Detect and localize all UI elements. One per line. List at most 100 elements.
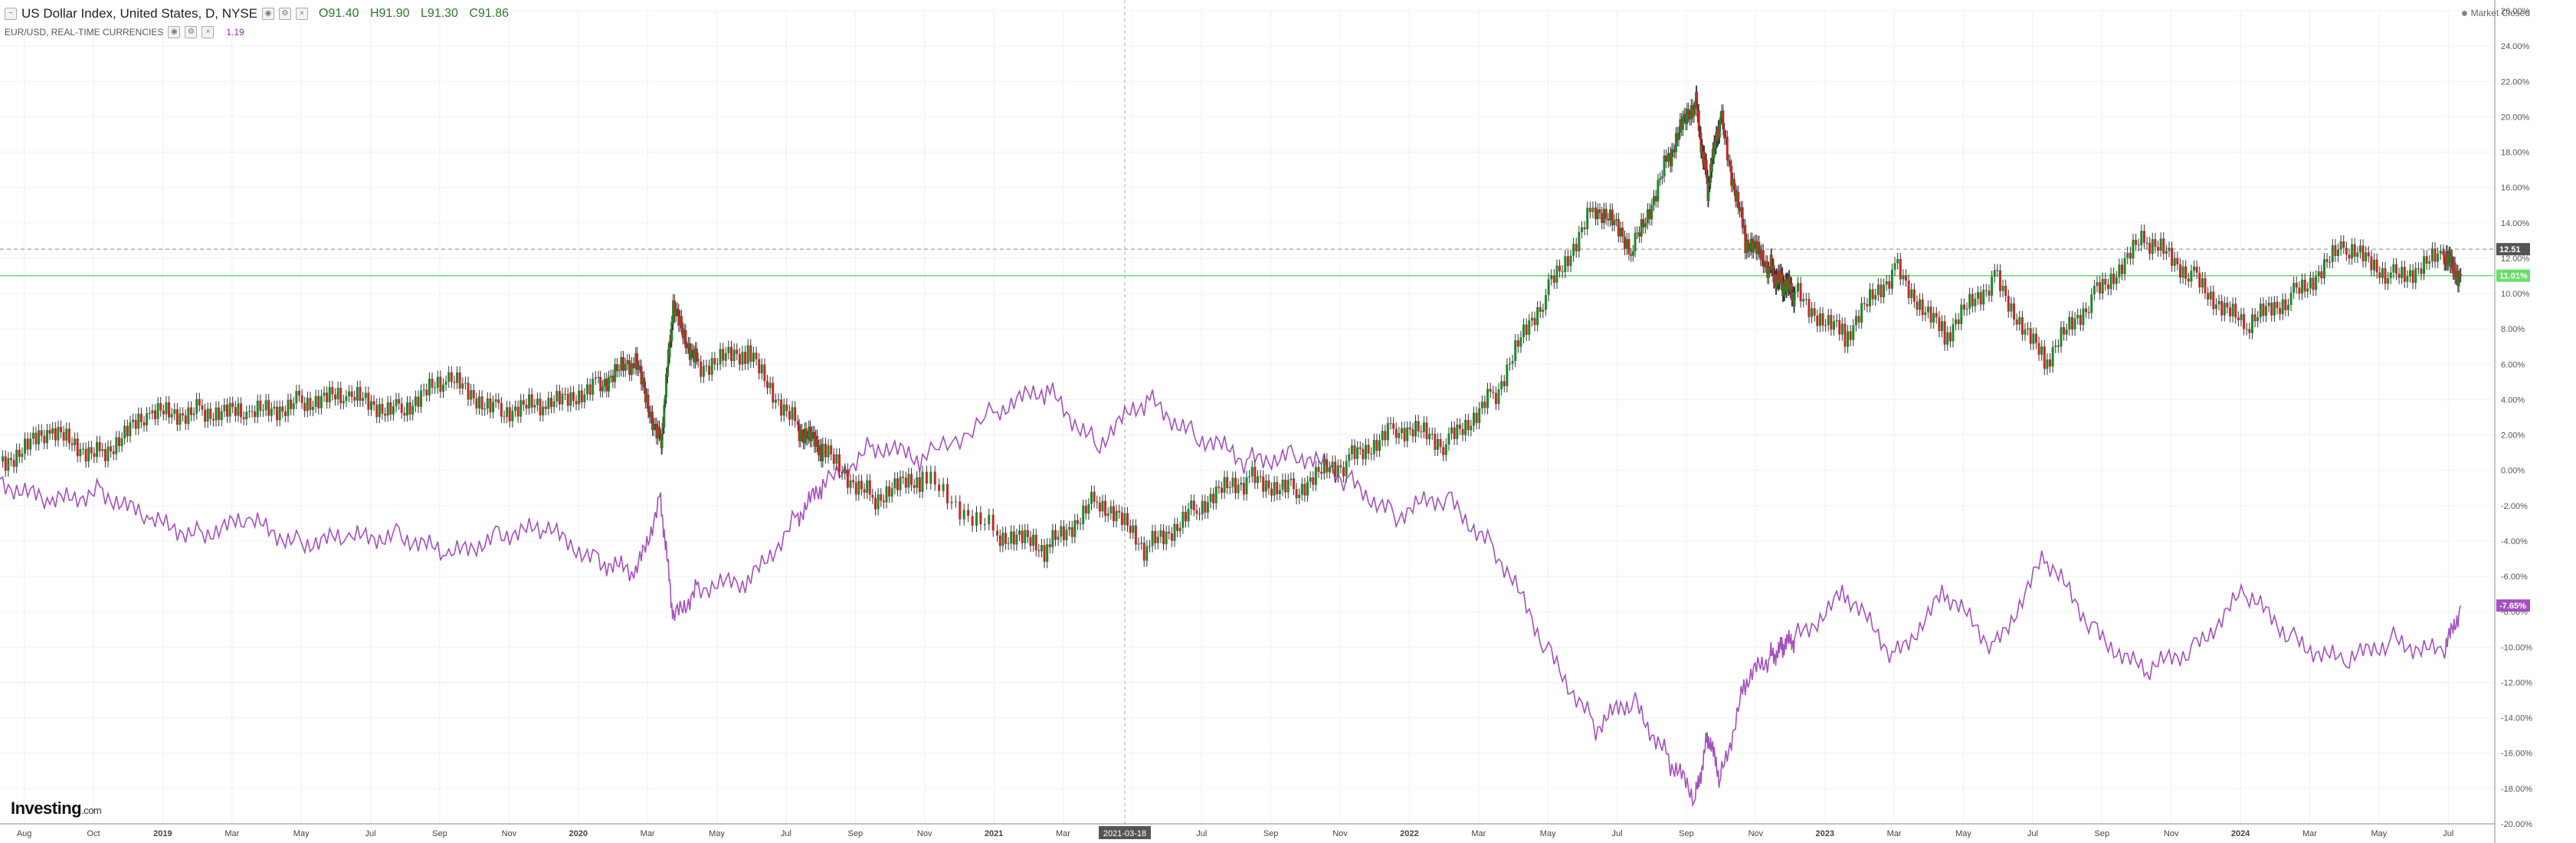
candle-body	[1765, 261, 1768, 267]
overlay-settings-icon[interactable]: ⚙	[185, 26, 198, 38]
candle-body	[62, 431, 65, 441]
close-icon[interactable]: ×	[296, 8, 309, 20]
candle-body	[983, 523, 986, 525]
candle-body	[722, 349, 725, 361]
candle-body	[1372, 439, 1375, 454]
y-tick-label: 18.00%	[2501, 149, 2530, 158]
candle-body	[320, 395, 323, 408]
overlay-label[interactable]: EUR/USD, REAL-TIME CURRENCIES	[5, 27, 164, 38]
candle-body	[719, 349, 722, 365]
candle-body	[1503, 381, 1506, 386]
candle-body	[1453, 427, 1456, 439]
candle-body	[123, 425, 126, 438]
visibility-icon[interactable]: ◉	[262, 8, 275, 20]
candle-body	[1303, 484, 1306, 496]
candle-body	[1470, 425, 1473, 431]
candle-body	[467, 382, 470, 400]
candle-body	[1082, 505, 1085, 524]
candle-body	[805, 428, 808, 440]
candle-body	[1547, 279, 1550, 296]
candle-body	[1555, 265, 1558, 284]
candle-body	[2361, 245, 2365, 262]
instrument-title[interactable]: US Dollar Index, United States, D, NYSE	[21, 6, 258, 21]
overlay-visibility-icon[interactable]: ◉	[168, 26, 181, 38]
candle-body	[345, 395, 348, 402]
candle-body	[536, 399, 539, 405]
candle-body	[2060, 327, 2063, 347]
candle-body	[2315, 276, 2318, 290]
candle-body	[2137, 244, 2140, 246]
candle-body	[2049, 359, 2052, 367]
candle-body	[1439, 439, 1442, 448]
candle-body	[1758, 241, 1761, 252]
candle-body	[716, 364, 719, 366]
candle-body	[24, 438, 27, 454]
candle-body	[2181, 266, 2184, 278]
candle-body	[1988, 290, 1991, 296]
x-tick-label: May	[1955, 829, 1971, 838]
candle-body	[2118, 264, 2121, 277]
candle-body	[2384, 267, 2387, 284]
candle-body	[1919, 299, 1922, 310]
candle-body	[1018, 530, 1021, 535]
collapse-icon[interactable]: −	[5, 8, 17, 20]
candle-body	[1732, 179, 1735, 186]
candle-body	[2322, 259, 2325, 279]
candle-body	[7, 458, 10, 471]
candle-body	[1192, 500, 1195, 510]
candle-body	[1395, 428, 1398, 438]
candle-body	[323, 392, 326, 396]
candle-body	[556, 391, 559, 402]
candle-body	[1929, 307, 1932, 323]
candle-body	[1450, 427, 1454, 434]
candle-body	[688, 343, 691, 360]
candle-body	[381, 404, 384, 414]
candle-body	[1979, 292, 1982, 305]
candle-body	[70, 443, 74, 445]
candle-body	[1173, 523, 1176, 541]
candle-body	[1198, 513, 1201, 515]
candle-body	[225, 404, 228, 417]
candle-body	[1627, 238, 1630, 254]
x-tick-label: 2023	[1816, 829, 1834, 838]
candle-body	[1640, 218, 1643, 237]
candle-body	[1621, 228, 1624, 238]
candle-body	[1472, 412, 1475, 426]
candle-body	[907, 474, 910, 488]
candle-body	[2096, 282, 2099, 287]
candle-body	[281, 406, 284, 412]
candle-body	[1428, 434, 1431, 440]
candle-body	[727, 346, 730, 353]
settings-icon[interactable]: ⚙	[279, 8, 292, 20]
candle-body	[1572, 244, 1575, 256]
candle-body	[1456, 424, 1459, 439]
candle-body	[206, 408, 209, 422]
candle-body	[1786, 278, 1789, 280]
overlay-close-icon[interactable]: ×	[202, 26, 215, 38]
candle-body	[1771, 269, 1774, 271]
candle-body	[749, 345, 752, 362]
y-tick-label: 12.00%	[2501, 254, 2530, 264]
candle-body	[2068, 317, 2071, 330]
candle-body	[2245, 329, 2248, 330]
candle-body	[234, 407, 237, 416]
candle-body	[1718, 125, 1721, 138]
candle-body	[1686, 109, 1689, 124]
candle-body	[2145, 242, 2148, 244]
candle-body	[918, 477, 921, 492]
candle-body	[2018, 317, 2021, 325]
candle-body	[483, 408, 487, 410]
candle-body	[461, 383, 464, 389]
candle-body	[1184, 511, 1187, 522]
candle-body	[1863, 303, 1866, 304]
candle-body	[162, 410, 165, 415]
candle-body	[933, 471, 936, 485]
candle-body	[1793, 293, 1796, 307]
candle-body	[65, 428, 68, 441]
candle-body	[1760, 250, 1763, 261]
candle-body	[1364, 444, 1367, 460]
candle-body	[470, 390, 473, 400]
candle-body	[674, 308, 677, 317]
candle-body	[1775, 274, 1778, 283]
